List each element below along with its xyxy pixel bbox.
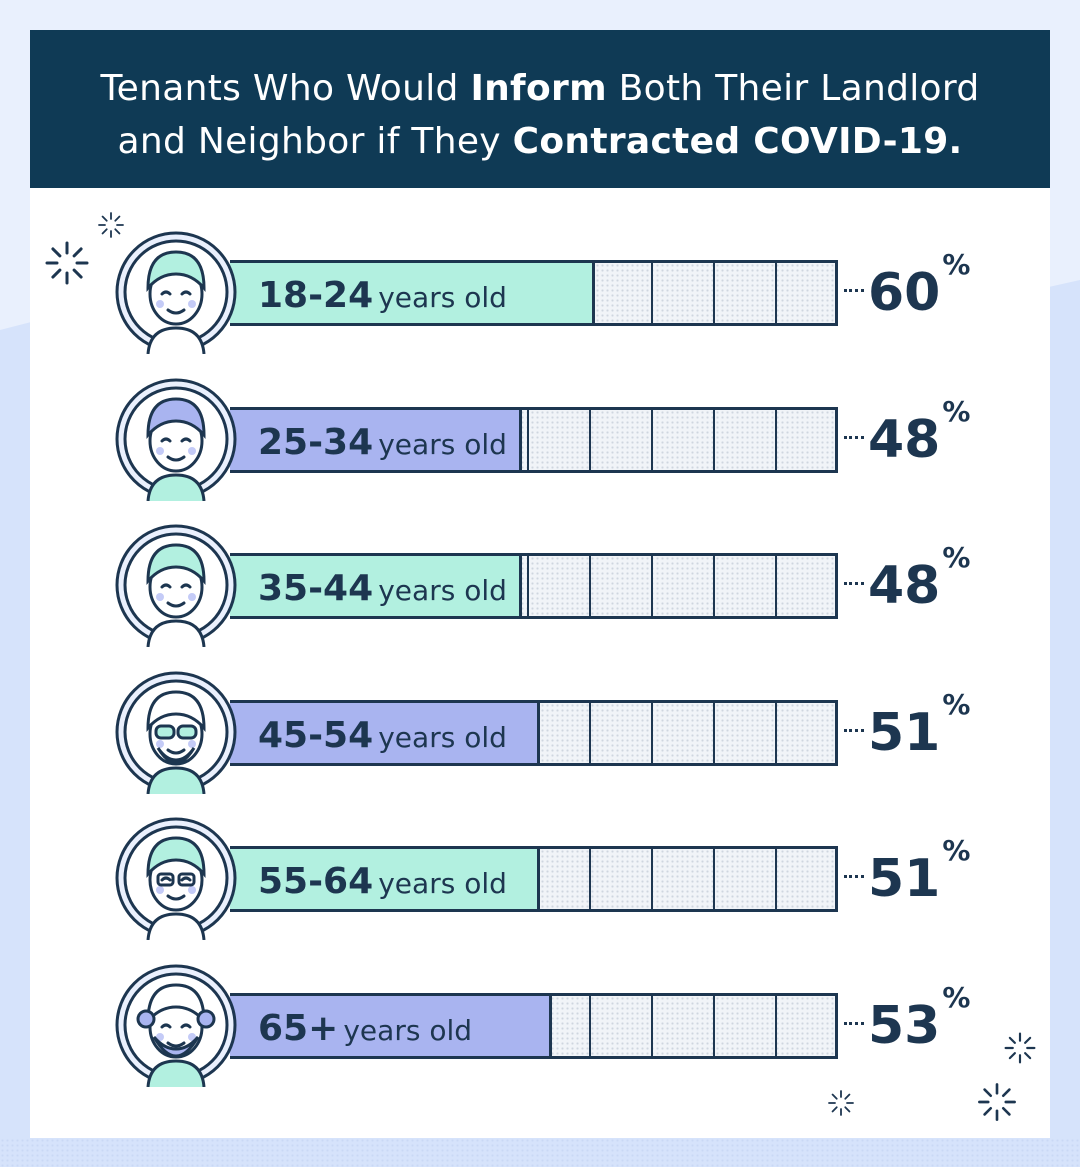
- bar-row: 35-44 years old 48%: [30, 521, 1050, 651]
- value-label: 51%: [868, 834, 970, 914]
- age-range: 65+: [258, 1007, 339, 1049]
- value-number: 60: [868, 263, 941, 323]
- bar-track: 35-44 years old: [230, 553, 838, 619]
- bar-track: 18-24 years old: [230, 260, 838, 326]
- bar-grid: [589, 995, 777, 1056]
- age-range: 55-64: [258, 861, 374, 902]
- bar-fill: [230, 409, 522, 470]
- percent-sign: %: [942, 541, 971, 574]
- percent-sign: %: [942, 687, 971, 721]
- title-line-1: Tenants Who Would Inform Both Their Land…: [100, 68, 980, 109]
- senior-man-avatar-icon: [115, 964, 237, 1087]
- value-label: 48%: [868, 395, 970, 475]
- bar-track: 45-54 years old: [230, 699, 838, 766]
- leader-dots: [844, 728, 864, 736]
- value-number: 48: [868, 556, 941, 616]
- percent-sign: %: [942, 980, 971, 1014]
- age-label: 35-44 years old: [258, 556, 507, 616]
- percent-sign: %: [942, 834, 971, 867]
- value-label: 53%: [868, 981, 970, 1061]
- young-man-avatar-icon: [115, 231, 237, 354]
- bar-row: 45-54 years old 51%: [30, 668, 1050, 798]
- age-label: 25-34 years old: [258, 410, 507, 470]
- long-hair-woman-avatar-icon: [115, 524, 237, 647]
- bar-grid: [589, 702, 777, 763]
- age-label: 18-24 years old: [258, 263, 507, 323]
- age-suffix: years old: [378, 281, 507, 314]
- age-suffix: years old: [343, 1013, 472, 1047]
- percent-sign: %: [942, 248, 971, 281]
- bar-fill: [230, 556, 522, 616]
- value-label: 51%: [868, 688, 970, 768]
- age-suffix: years old: [378, 427, 507, 461]
- age-label: 65+ years old: [258, 996, 472, 1056]
- age-range: 35-44: [258, 568, 374, 609]
- bald-bearded-man-avatar-icon: [115, 671, 237, 794]
- glasses-woman-avatar-icon: [115, 817, 237, 940]
- value-label: 60%: [868, 248, 970, 328]
- bar-grid: [527, 409, 777, 470]
- value-number: 51: [868, 702, 941, 763]
- curly-hair-woman-avatar-icon: [115, 378, 237, 501]
- bar-row: 25-34 years old 48%: [30, 375, 1050, 505]
- infographic-card: Tenants Who Would Inform Both Their Land…: [30, 30, 1050, 1138]
- age-range: 45-54: [258, 714, 374, 756]
- title-line-2: and Neighbor if They Contracted COVID-19…: [117, 121, 963, 162]
- value-number: 51: [868, 849, 941, 909]
- bar-grid: [651, 263, 777, 323]
- bar-row: 18-24 years old 60%: [30, 228, 1050, 358]
- bar-row: 55-64 years old 51%: [30, 814, 1050, 944]
- bar-fill: [230, 849, 540, 909]
- bar-track: 55-64 years old: [230, 846, 838, 912]
- bar-fill: [230, 702, 540, 763]
- leader-dots: [844, 875, 864, 882]
- sparkle-icon: [828, 1090, 854, 1116]
- bar-fill: [230, 995, 552, 1056]
- bar-track: 25-34 years old: [230, 406, 838, 473]
- sparkle-icon: [978, 1083, 1016, 1121]
- age-suffix: years old: [378, 720, 507, 754]
- sparkle-icon: [1004, 1032, 1036, 1064]
- age-range: 18-24: [258, 275, 374, 316]
- sparkle-icon: [45, 241, 89, 285]
- leader-dots: [844, 289, 864, 296]
- leader-dots: [844, 435, 864, 443]
- bar-fill: [230, 263, 595, 323]
- dotted-footer: [0, 1138, 1080, 1167]
- bar-row: 65+ years old 53%: [30, 961, 1050, 1091]
- leader-dots: [844, 1021, 864, 1029]
- chart-title: Tenants Who Would Inform Both Their Land…: [30, 30, 1050, 188]
- age-suffix: years old: [378, 574, 507, 607]
- leader-dots: [844, 582, 864, 589]
- value-number: 53: [868, 995, 941, 1056]
- sparkle-icon: [98, 212, 124, 238]
- age-suffix: years old: [378, 867, 507, 900]
- bar-grid: [527, 556, 777, 616]
- percent-sign: %: [942, 394, 971, 428]
- age-range: 25-34: [258, 421, 374, 463]
- value-label: 48%: [868, 541, 970, 621]
- age-label: 55-64 years old: [258, 849, 507, 909]
- value-number: 48: [868, 409, 941, 470]
- bar-grid: [589, 849, 777, 909]
- bar-track: 65+ years old: [230, 992, 838, 1059]
- age-label: 45-54 years old: [258, 703, 507, 763]
